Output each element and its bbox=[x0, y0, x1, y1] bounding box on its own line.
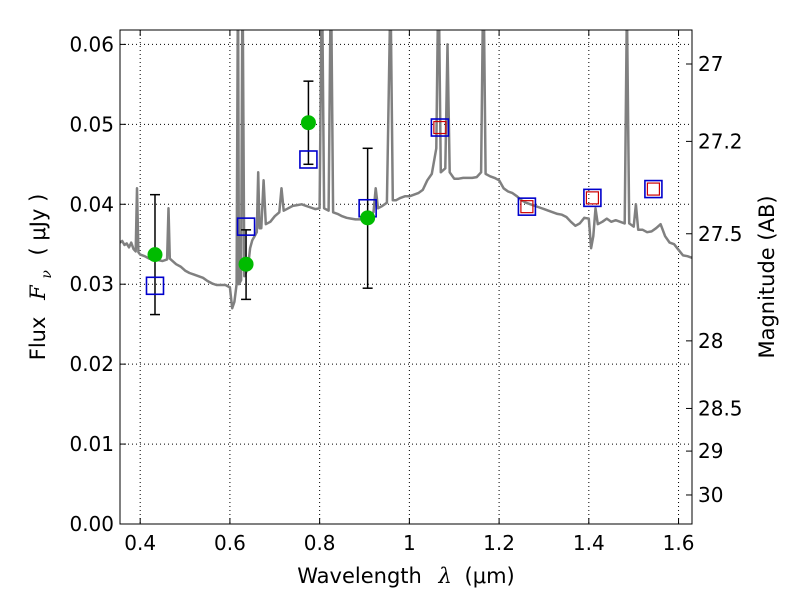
model-spectrum-line bbox=[120, 30, 692, 310]
y2-tick-label: 27 bbox=[698, 52, 723, 76]
observed-point bbox=[300, 115, 316, 131]
model-photometry-marker bbox=[583, 188, 602, 208]
x-tick-label: 1 bbox=[403, 531, 416, 555]
y2-axis-title: Magnitude (AB) bbox=[755, 195, 779, 358]
x-tick-label: 0.6 bbox=[214, 531, 246, 555]
model-photometry-marker bbox=[644, 179, 663, 199]
observed-point bbox=[238, 256, 254, 272]
y-axis-symbol: F bbox=[26, 284, 50, 301]
y-tick-label: 0.01 bbox=[69, 432, 114, 456]
upper-limit-marker bbox=[646, 182, 661, 196]
y2-tick-label: 28.5 bbox=[698, 396, 743, 420]
y-tick-label: 0.02 bbox=[69, 352, 114, 376]
y-tick-label: 0.03 bbox=[69, 272, 114, 296]
y-tick-label: 0.00 bbox=[69, 512, 114, 536]
data-layer bbox=[120, 30, 692, 310]
y2-tick-label: 30 bbox=[698, 483, 723, 507]
model-photometry-marker bbox=[299, 150, 318, 169]
observed-point bbox=[147, 247, 163, 263]
x-axis-title: Wavelength λ (μm) bbox=[297, 564, 514, 588]
observed-point bbox=[360, 210, 376, 226]
x-axis-unit: (μm) bbox=[465, 564, 515, 588]
y2-tick-label: 29 bbox=[698, 439, 723, 463]
y-tick-label: 0.04 bbox=[69, 192, 114, 216]
y-axis-symbol-subscript: ν bbox=[39, 270, 55, 279]
x-tick-label: 1.2 bbox=[483, 531, 515, 555]
marker-layer bbox=[145, 80, 663, 316]
model-photometry-marker bbox=[145, 276, 165, 296]
y2-tick-label: 27.2 bbox=[698, 129, 743, 153]
plot-frame bbox=[119, 29, 693, 525]
upper-limit-marker bbox=[520, 200, 534, 214]
y-axis-title: Flux F ν ( μJy ) bbox=[26, 194, 56, 361]
x-tick-label: 1.4 bbox=[573, 531, 605, 555]
y-axis-unit: ( μJy ) bbox=[26, 194, 50, 256]
y-axis-label: Flux bbox=[26, 317, 50, 361]
x-tick-label: 0.8 bbox=[304, 531, 336, 555]
y-tick-label: 0.05 bbox=[69, 112, 114, 136]
model-photometry-marker bbox=[236, 217, 256, 236]
y-tick-label: 0.06 bbox=[69, 32, 114, 56]
x-tick-label: 0.4 bbox=[124, 531, 156, 555]
x-axis-symbol: λ bbox=[438, 564, 452, 588]
model-photometry-marker bbox=[517, 197, 537, 216]
upper-limit-marker bbox=[585, 191, 600, 205]
model-photometry-marker bbox=[430, 118, 450, 137]
y2-tick-label: 28 bbox=[698, 329, 723, 353]
x-tick-label: 1.6 bbox=[663, 531, 695, 555]
upper-limit-marker bbox=[433, 120, 447, 135]
x-axis-label: Wavelength bbox=[297, 564, 422, 588]
tick-layer: 0.4 0.6 0.8 1 1.2 1.4 1.6 0.00 0.01 0.02 0.03 0.04 0… bbox=[69, 30, 743, 555]
y2-tick-label: 27.5 bbox=[698, 222, 743, 246]
